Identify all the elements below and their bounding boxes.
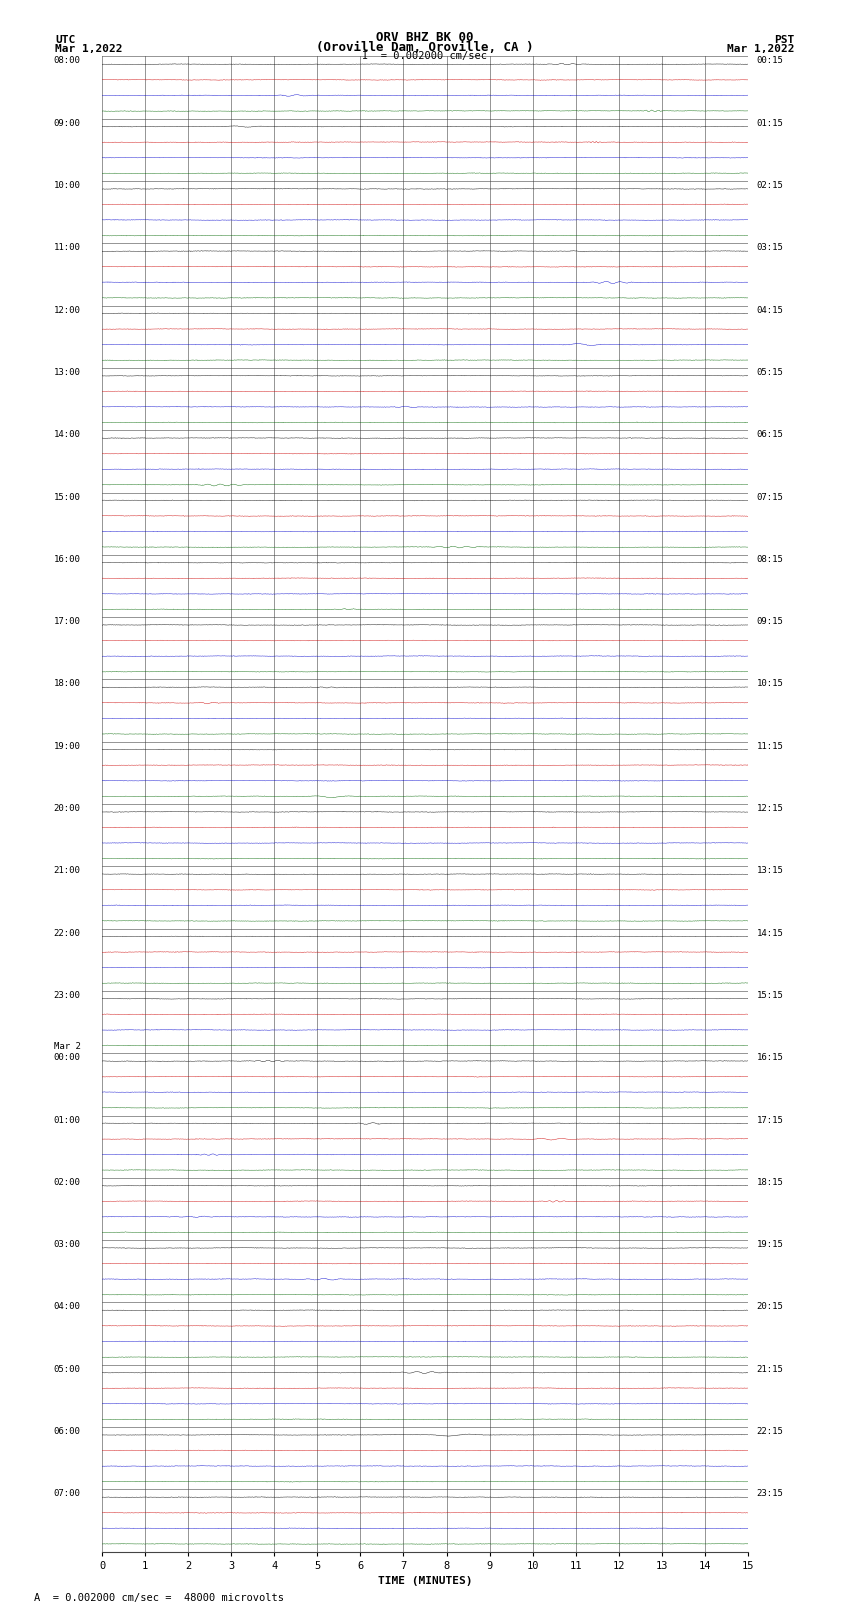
Text: 11:00: 11:00 bbox=[54, 244, 81, 252]
Text: 20:00: 20:00 bbox=[54, 805, 81, 813]
Text: 10:15: 10:15 bbox=[756, 679, 784, 689]
Text: 09:00: 09:00 bbox=[54, 119, 81, 127]
Text: UTC: UTC bbox=[55, 35, 76, 45]
Text: 19:15: 19:15 bbox=[756, 1240, 784, 1248]
Text: 02:00: 02:00 bbox=[54, 1177, 81, 1187]
Text: Mar 1,2022: Mar 1,2022 bbox=[55, 44, 122, 55]
Text: 08:15: 08:15 bbox=[756, 555, 784, 565]
Text: 14:15: 14:15 bbox=[756, 929, 784, 937]
Text: 01:00: 01:00 bbox=[54, 1116, 81, 1124]
Text: (Oroville Dam, Oroville, CA ): (Oroville Dam, Oroville, CA ) bbox=[316, 40, 534, 55]
Text: 21:00: 21:00 bbox=[54, 866, 81, 876]
Text: 22:00: 22:00 bbox=[54, 929, 81, 937]
Text: 14:00: 14:00 bbox=[54, 431, 81, 439]
Text: 15:00: 15:00 bbox=[54, 492, 81, 502]
X-axis label: TIME (MINUTES): TIME (MINUTES) bbox=[377, 1576, 473, 1586]
Text: 16:15: 16:15 bbox=[756, 1053, 784, 1063]
Text: 12:00: 12:00 bbox=[54, 306, 81, 315]
Text: 11:15: 11:15 bbox=[756, 742, 784, 750]
Text: 07:00: 07:00 bbox=[54, 1489, 81, 1498]
Text: 22:15: 22:15 bbox=[756, 1428, 784, 1436]
Text: 04:15: 04:15 bbox=[756, 306, 784, 315]
Text: 06:00: 06:00 bbox=[54, 1428, 81, 1436]
Text: 13:00: 13:00 bbox=[54, 368, 81, 377]
Text: 00:00: 00:00 bbox=[54, 1053, 81, 1063]
Text: A  = 0.002000 cm/sec =  48000 microvolts: A = 0.002000 cm/sec = 48000 microvolts bbox=[34, 1594, 284, 1603]
Text: 03:00: 03:00 bbox=[54, 1240, 81, 1248]
Text: 20:15: 20:15 bbox=[756, 1303, 784, 1311]
Text: 13:15: 13:15 bbox=[756, 866, 784, 876]
Text: 15:15: 15:15 bbox=[756, 990, 784, 1000]
Text: 08:00: 08:00 bbox=[54, 56, 81, 66]
Text: 16:00: 16:00 bbox=[54, 555, 81, 565]
Text: 05:00: 05:00 bbox=[54, 1365, 81, 1374]
Text: 17:15: 17:15 bbox=[756, 1116, 784, 1124]
Text: I  = 0.002000 cm/sec: I = 0.002000 cm/sec bbox=[362, 50, 488, 61]
Text: 05:15: 05:15 bbox=[756, 368, 784, 377]
Text: 04:00: 04:00 bbox=[54, 1303, 81, 1311]
Text: 12:15: 12:15 bbox=[756, 805, 784, 813]
Text: 10:00: 10:00 bbox=[54, 181, 81, 190]
Text: 18:00: 18:00 bbox=[54, 679, 81, 689]
Text: 21:15: 21:15 bbox=[756, 1365, 784, 1374]
Text: 03:15: 03:15 bbox=[756, 244, 784, 252]
Text: 17:00: 17:00 bbox=[54, 618, 81, 626]
Text: 00:15: 00:15 bbox=[756, 56, 784, 66]
Text: 19:00: 19:00 bbox=[54, 742, 81, 750]
Text: 06:15: 06:15 bbox=[756, 431, 784, 439]
Text: 02:15: 02:15 bbox=[756, 181, 784, 190]
Text: 09:15: 09:15 bbox=[756, 618, 784, 626]
Text: PST: PST bbox=[774, 35, 795, 45]
Text: 23:00: 23:00 bbox=[54, 990, 81, 1000]
Text: 01:15: 01:15 bbox=[756, 119, 784, 127]
Text: ORV BHZ BK 00: ORV BHZ BK 00 bbox=[377, 31, 473, 45]
Text: 18:15: 18:15 bbox=[756, 1177, 784, 1187]
Text: 07:15: 07:15 bbox=[756, 492, 784, 502]
Text: 23:15: 23:15 bbox=[756, 1489, 784, 1498]
Text: Mar 2: Mar 2 bbox=[54, 1042, 81, 1050]
Text: Mar 1,2022: Mar 1,2022 bbox=[728, 44, 795, 55]
